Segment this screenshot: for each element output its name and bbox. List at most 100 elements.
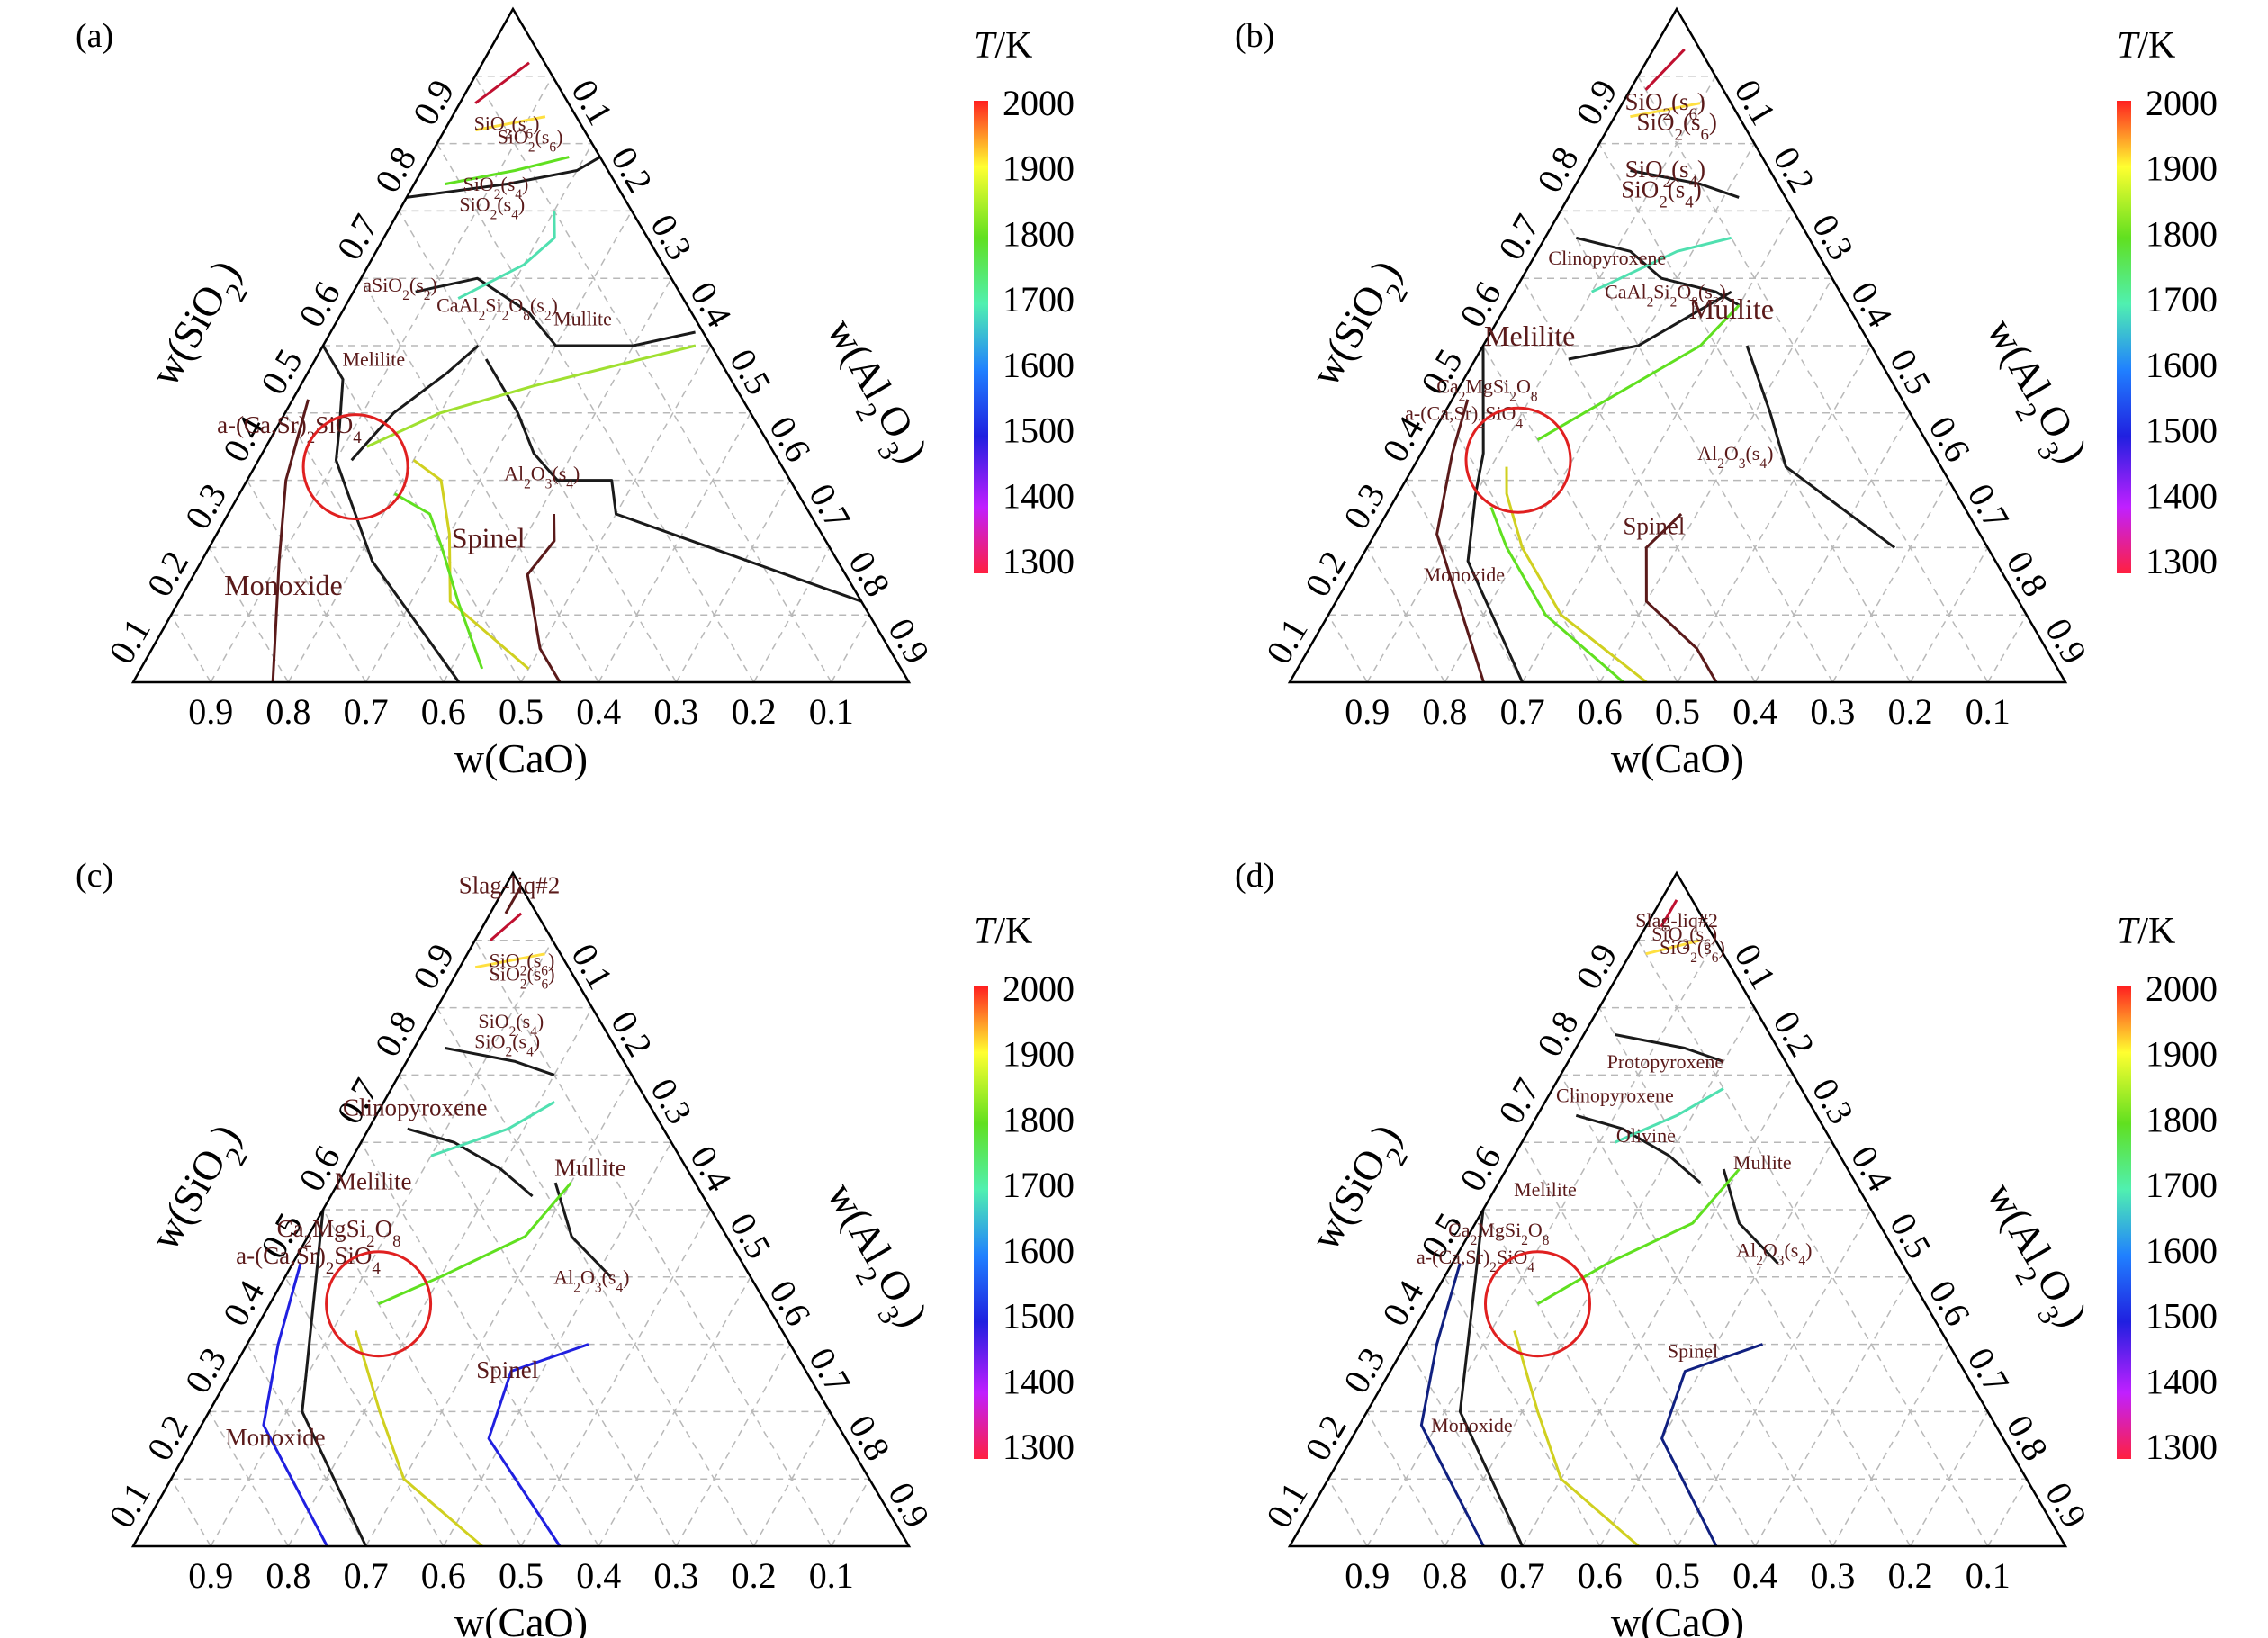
phase-boundary-curve: [393, 492, 484, 670]
gridline: [1405, 480, 1524, 683]
tick-label-sio2: 0.4: [1374, 1274, 1432, 1333]
colorbar-scale: [974, 101, 988, 573]
tick-label-al2o3: 0.1: [563, 937, 621, 996]
phase-boundary-curve: [457, 211, 556, 300]
gridline: [436, 143, 755, 683]
region-label: Melilite: [335, 1168, 411, 1195]
phase-boundary-curve: [445, 1047, 555, 1076]
gridline: [1521, 1075, 1795, 1547]
ternary-panel-4: (d)0.10.10.20.20.30.30.40.40.5 0.50.60.60…: [1235, 857, 2218, 1638]
gridline: [831, 614, 870, 683]
gridline: [752, 547, 831, 683]
gridline: [752, 1411, 831, 1547]
gridline: [1482, 345, 1678, 683]
region-label: Mullite: [554, 1155, 626, 1182]
highlight-circle: [325, 1250, 433, 1358]
gridline: [1677, 345, 1872, 683]
colorbar-tick-label: 1700: [2146, 1165, 2218, 1205]
gridline: [1444, 1007, 1756, 1547]
phase-boundary-curve: [1722, 1168, 1779, 1264]
tick-label-cao: 0.1: [809, 691, 854, 732]
tick-label-al2o3: 0.4: [1843, 274, 1901, 334]
region-label: Monoxide: [1431, 1414, 1512, 1436]
colorbar: T/K 2000 1900 1800 1700 1600 1500 1400 1300: [2117, 911, 2218, 1467]
region-label: Olivine: [1616, 1124, 1676, 1147]
region-label: Ca2MgSi2O8: [277, 1215, 401, 1251]
region-label: Melilite: [1484, 320, 1575, 352]
tick-label-al2o3: 0.6: [761, 1274, 819, 1333]
tick-label-cao: 0.8: [266, 1555, 310, 1596]
colorbar-title: T/K: [2117, 911, 2175, 952]
colorbar-tick-label: 1500: [2146, 410, 2218, 451]
tick-label-al2o3: 0.1: [563, 73, 621, 132]
gridline: [398, 1075, 678, 1547]
region-label: Ca2MgSi2O8: [1436, 374, 1538, 404]
highlight-circle: [1484, 1250, 1591, 1358]
tick-label-cao: 0.2: [1888, 1555, 1933, 1596]
axis-title-bottom: w(CaO): [454, 1599, 588, 1638]
colorbar-tick-label: 1800: [2146, 1099, 2218, 1139]
tick-label-al2o3: 0.2: [1766, 140, 1823, 200]
tick-label-al2o3: 0.5: [1882, 342, 1940, 401]
colorbar-tick-label: 1800: [2146, 213, 2218, 254]
tick-label-al2o3: 0.8: [1999, 544, 2056, 603]
gridline: [246, 480, 367, 683]
colorbar-tick-label: 1700: [1003, 1165, 1075, 1205]
colorbar-tick-label: 1600: [1003, 345, 1075, 385]
tick-label-al2o3: 0.4: [1843, 1138, 1901, 1198]
phase-boundary-curve: [1644, 48, 1686, 91]
axis-title-right: w(Al2O3): [1966, 310, 2097, 477]
phase-boundary-curve: [1630, 102, 1701, 119]
tick-label-cao: 0.5: [1655, 1555, 1700, 1596]
phase-boundary-curve: [271, 399, 310, 683]
phase-boundary-curve: [366, 344, 697, 448]
phase-boundary-curve: [554, 1182, 612, 1278]
gridline: [1366, 1411, 1446, 1547]
tick-label-al2o3: 0.3: [643, 207, 700, 266]
gridline: [675, 480, 791, 683]
region-label: SiO2(s4): [463, 173, 528, 202]
colorbar-tick-label: 1500: [1003, 1296, 1075, 1336]
tick-label-cao: 0.1: [1966, 691, 2011, 732]
colorbar-tick-label: 2000: [2146, 968, 2218, 1009]
tick-label-cao: 0.4: [1732, 691, 1778, 732]
region-label: SiO2(s4): [478, 1010, 544, 1040]
colorbar-tick-label: 1500: [1003, 410, 1075, 451]
region-label: Mullite: [554, 308, 612, 330]
region-label: Al2O3(s4): [554, 1265, 629, 1295]
colorbar-tick-label: 2000: [1003, 968, 1075, 1009]
tick-label-cao: 0.7: [1500, 691, 1545, 732]
region-labels: SiO2(s6)SiO2(s6) SiO2(s4)SiO2(s4) Clinopyr…: [1405, 88, 1774, 586]
panel-letter: (a): [76, 17, 113, 55]
phase-boundary-curve: [1513, 1330, 1640, 1548]
grid: [1328, 76, 2028, 683]
colorbar: T/K 2000 1900 1800 1700 1600 1500 1400 1300: [2117, 25, 2218, 581]
axis-title-bottom: w(CaO): [1611, 1599, 1744, 1638]
tick-label-sio2: 0.9: [405, 73, 463, 132]
phase-boundary-curve: [1466, 345, 1524, 683]
region-label: CaAl2Si2O8(s2): [1605, 281, 1726, 310]
highlight-circle: [1464, 406, 1572, 514]
phase-boundary-curve: [1505, 466, 1648, 684]
phase-boundary-curve: [1615, 1033, 1724, 1063]
tick-label-cao: 0.3: [653, 1555, 698, 1596]
tick-label-cao: 0.2: [732, 691, 777, 732]
region-label: a-(Ca,Sr)2SiO4: [1405, 401, 1523, 431]
gridline: [474, 940, 832, 1547]
tick-label-cao: 0.3: [1810, 1555, 1855, 1596]
gridline: [520, 1209, 712, 1547]
colorbar-tick-label: 1600: [2146, 345, 2218, 385]
gridline: [1328, 614, 1368, 683]
gridline: [1598, 143, 1912, 683]
phase-boundary-curve: [1568, 290, 1732, 361]
phase-boundary-curve: [1419, 1263, 1485, 1547]
tick-label-cao: 0.8: [1422, 691, 1467, 732]
phase-boundary-curve: [1536, 304, 1741, 441]
ternary-panel-1: (a)0.10.10.20.20.30.30.40.40.5 0.50.60.60…: [76, 6, 1075, 781]
gridline: [1328, 1478, 1368, 1547]
phase-boundary-curve: [430, 1101, 555, 1157]
region-label: a-(Ca,Sr)2SiO4: [1417, 1246, 1534, 1275]
region-label: Mullite: [1733, 1151, 1792, 1174]
phase-boundary-curve: [1614, 1087, 1724, 1144]
